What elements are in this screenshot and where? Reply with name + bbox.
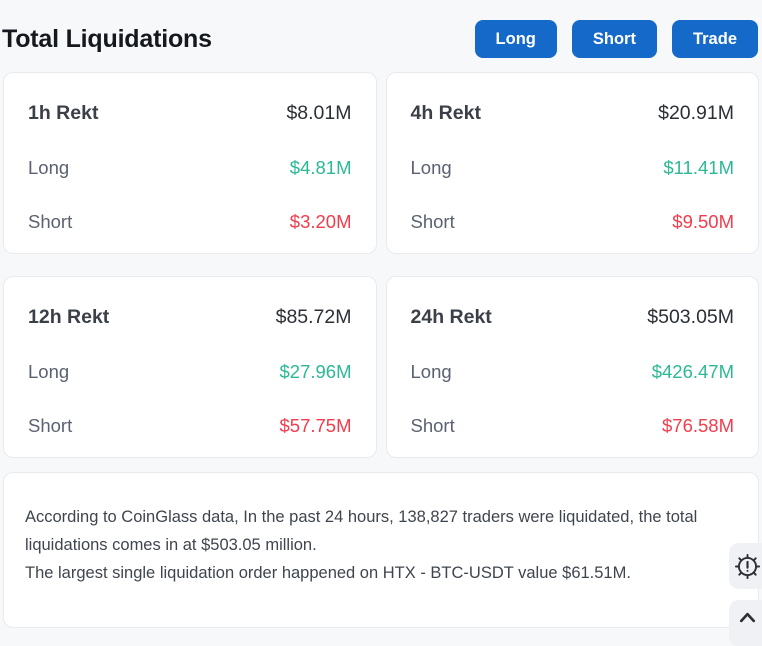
card-total-value: $20.91M	[658, 102, 734, 124]
alert-button[interactable]	[729, 543, 762, 589]
short-value: $3.20M	[289, 211, 352, 232]
short-label: Short	[410, 415, 455, 436]
alert-badge-icon	[734, 553, 761, 579]
card-period: 1h Rekt	[28, 102, 99, 124]
header: Total Liquidations Long Short Trade	[0, 0, 762, 62]
long-button[interactable]: Long	[474, 20, 557, 58]
liquidation-card-1h: 1h Rekt $8.01M Long $4.81M Short $3.20M	[3, 72, 377, 254]
chevron-up-icon	[739, 612, 756, 623]
card-period: 12h Rekt	[28, 306, 110, 328]
card-total-value: $8.01M	[286, 102, 352, 124]
short-value: $76.58M	[662, 415, 734, 436]
short-label: Short	[28, 415, 73, 436]
summary-panel: According to CoinGlass data, In the past…	[3, 472, 759, 628]
long-value: $27.96M	[279, 361, 352, 382]
liquidation-cards-grid: 1h Rekt $8.01M Long $4.81M Short $3.20M …	[3, 72, 759, 458]
card-total-value: $85.72M	[275, 306, 352, 328]
liquidation-card-24h: 24h Rekt $503.05M Long $426.47M Short $7…	[385, 276, 759, 458]
long-label: Long	[410, 157, 452, 178]
scroll-to-top-button[interactable]	[729, 600, 762, 646]
short-value: $9.50M	[672, 211, 734, 232]
summary-text-line2: The largest single liquidation order hap…	[25, 564, 631, 582]
page-title: Total Liquidations	[2, 24, 212, 53]
long-label: Long	[28, 157, 70, 178]
short-label: Short	[410, 211, 455, 232]
liquidation-card-4h: 4h Rekt $20.91M Long $11.41M Short $9.50…	[385, 72, 759, 254]
card-period: 24h Rekt	[410, 306, 492, 328]
header-buttons: Long Short Trade	[474, 20, 758, 58]
summary-text-line1: According to CoinGlass data, In the past…	[25, 508, 698, 554]
long-label: Long	[28, 361, 70, 382]
trade-button[interactable]: Trade	[671, 20, 758, 58]
long-label: Long	[410, 361, 452, 382]
short-label: Short	[28, 211, 73, 232]
short-value: $57.75M	[279, 415, 352, 436]
card-period: 4h Rekt	[410, 102, 481, 124]
card-total-value: $503.05M	[647, 306, 734, 328]
short-button[interactable]: Short	[571, 20, 657, 58]
long-value: $11.41M	[663, 157, 734, 178]
long-value: $4.81M	[289, 157, 352, 178]
long-value: $426.47M	[651, 361, 734, 382]
liquidation-card-12h: 12h Rekt $85.72M Long $27.96M Short $57.…	[3, 276, 377, 458]
